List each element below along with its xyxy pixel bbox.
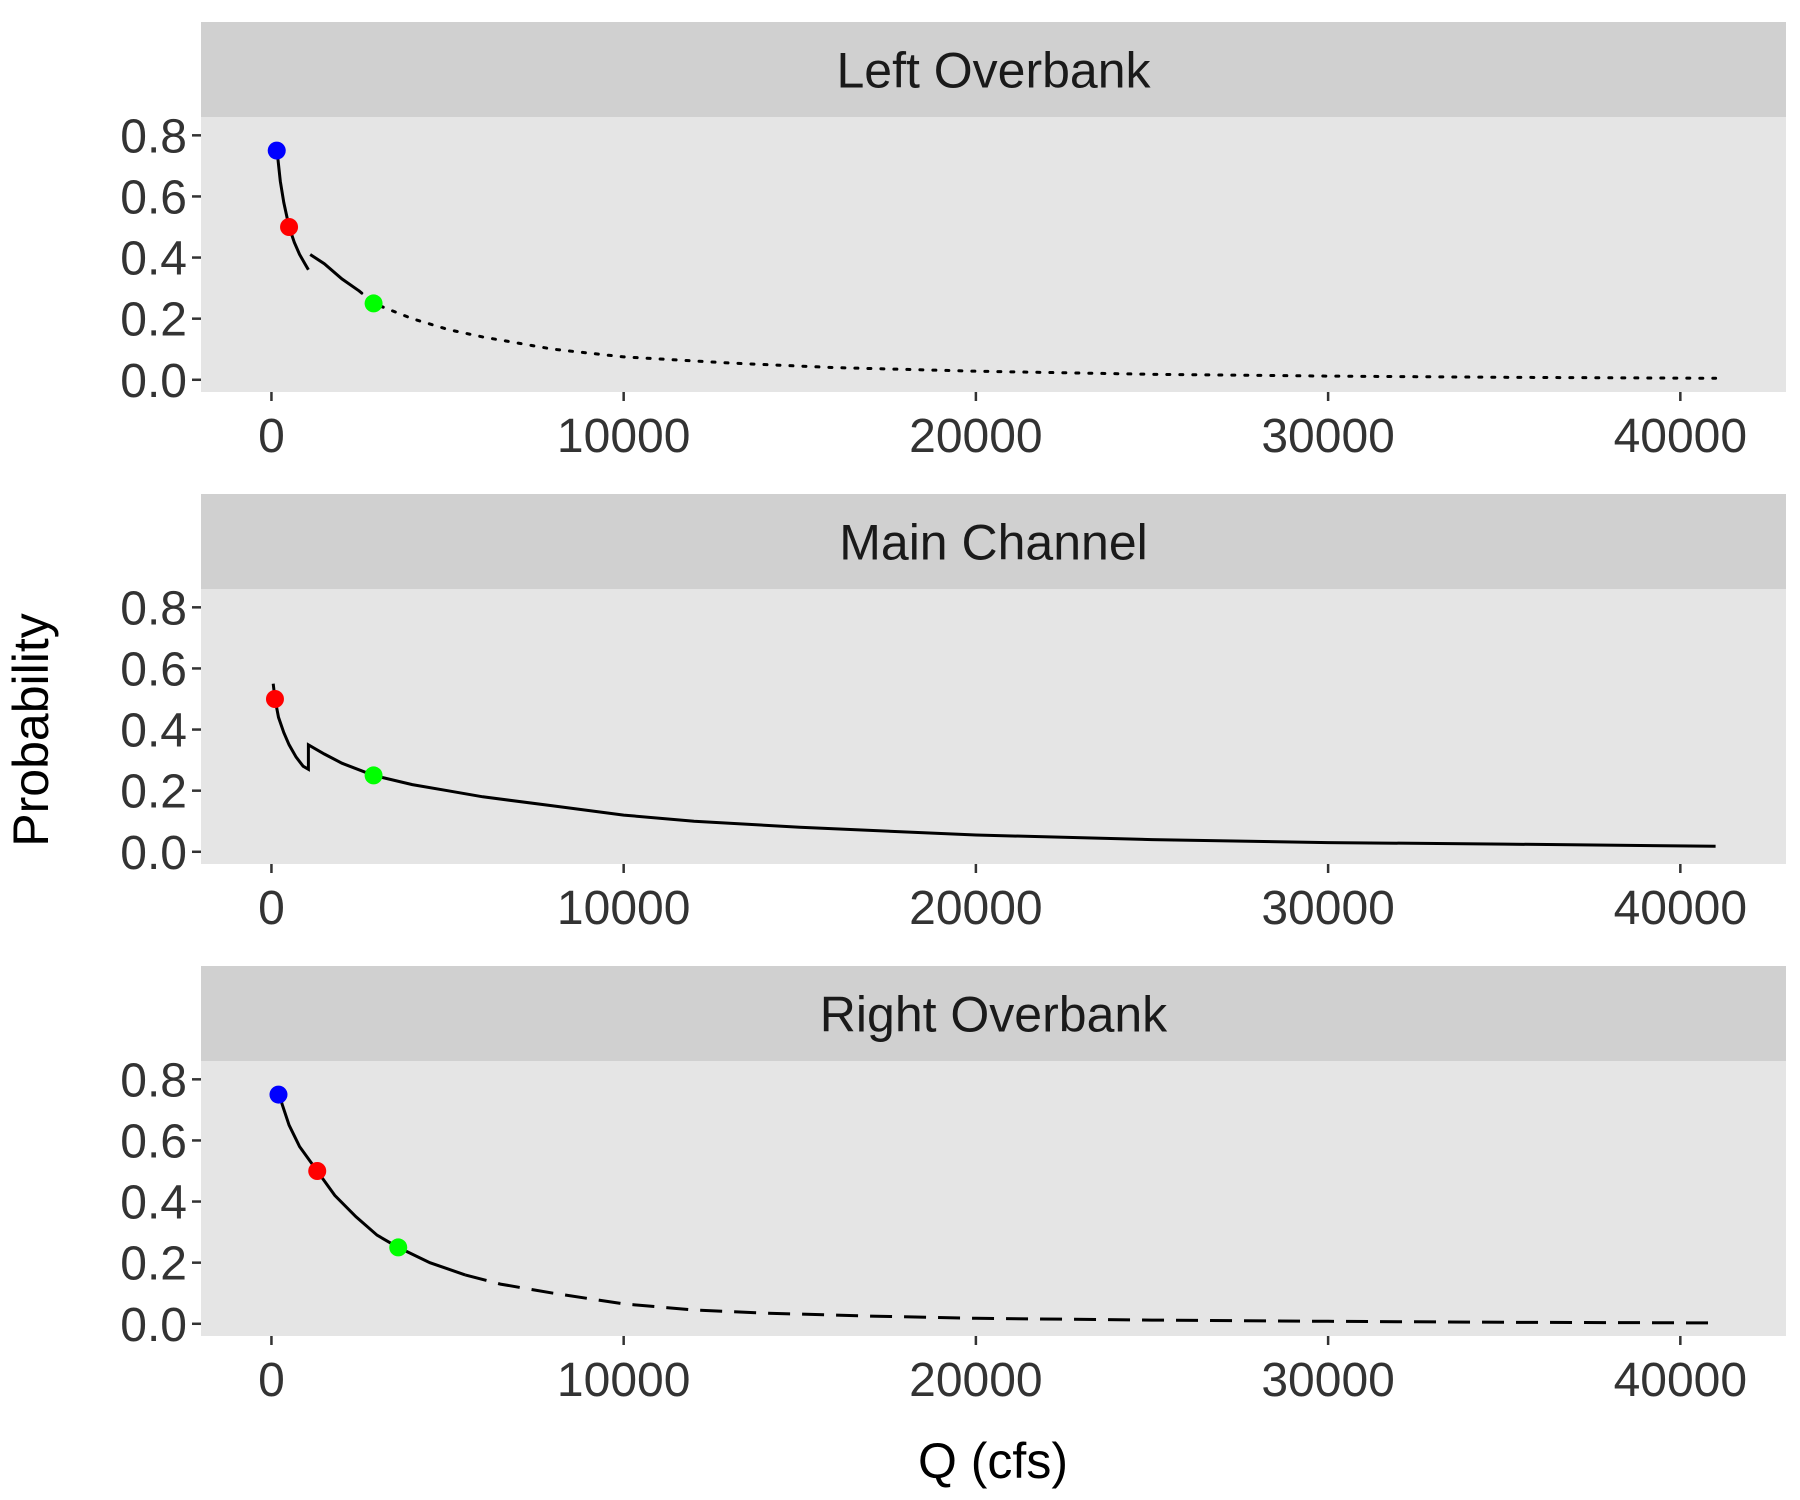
- y-tick-label: 0.6: [120, 1115, 187, 1168]
- plot-panel: [201, 589, 1786, 864]
- facet-strip-label: Main Channel: [839, 515, 1148, 571]
- x-tick-label: 0: [258, 1354, 285, 1407]
- x-tick-label: 40000: [1614, 410, 1747, 463]
- point-marker: [265, 690, 284, 708]
- facet-panels: Left Overbank 0.0 0.2 0.4 0.6 0.8 0 10000 20000 3…: [120, 22, 1786, 1407]
- y-tick-label: 0.2: [120, 1238, 187, 1291]
- point-marker: [269, 1085, 288, 1104]
- x-tick-label: 0: [258, 882, 285, 935]
- y-tick-label: 0.2: [120, 294, 187, 347]
- y-axis-title: Probability: [3, 613, 59, 846]
- y-tick-label: 0.4: [120, 705, 187, 758]
- point-marker: [280, 218, 299, 236]
- x-tick-label: 30000: [1261, 410, 1394, 463]
- curve-solid: [277, 1088, 466, 1277]
- y-tick-label: 0.4: [120, 233, 187, 286]
- x-tick-label: 10000: [557, 1354, 690, 1407]
- x-tick-label: 20000: [909, 882, 1042, 935]
- x-tick-label: 30000: [1261, 882, 1394, 935]
- facet-strip: [201, 22, 1786, 117]
- curve-dotted: [358, 289, 1718, 380]
- point-marker: [364, 766, 383, 785]
- y-tick-label: 0.6: [120, 171, 187, 224]
- y-tick-label: 0.8: [120, 110, 187, 163]
- facet-strip-label: Right Overbank: [820, 987, 1168, 1043]
- y-tick-label: 0.8: [120, 582, 187, 635]
- y-tick-label: 0.2: [120, 766, 187, 819]
- point-marker: [389, 1238, 408, 1257]
- plot-panel: [201, 1061, 1786, 1336]
- x-tick-label: 20000: [909, 1354, 1042, 1407]
- y-tick-label: 0.8: [120, 1054, 187, 1107]
- facet-strip: [201, 494, 1786, 589]
- y-tick-label: 0.0: [120, 1299, 187, 1352]
- x-axis-title: Q (cfs): [918, 1433, 1068, 1489]
- curve-solid: [271, 683, 1716, 848]
- point-marker: [308, 1162, 327, 1180]
- x-tick-label: 20000: [909, 410, 1042, 463]
- facet-strip-label: Left Overbank: [836, 43, 1151, 99]
- facet-right-overbank: Right Overbank 0.0 0.2 0.4 0.6 0.8 0 10000 20000…: [120, 966, 1786, 1407]
- point-marker: [364, 294, 383, 313]
- plot-panel: [201, 117, 1786, 392]
- y-tick-label: 0.4: [120, 1177, 187, 1230]
- facet-strip: [201, 966, 1786, 1061]
- x-tick-label: 40000: [1614, 882, 1747, 935]
- y-tick-label: 0.6: [120, 643, 187, 696]
- x-tick-label: 30000: [1261, 1354, 1394, 1407]
- x-tick-label: 10000: [557, 882, 690, 935]
- curve-solid: [309, 253, 361, 293]
- facet-left-overbank: Left Overbank 0.0 0.2 0.4 0.6 0.8 0 10000 20000 3…: [120, 22, 1786, 463]
- x-tick-label: 40000: [1614, 1354, 1747, 1407]
- x-tick-label: 0: [258, 410, 285, 463]
- y-tick-label: 0.0: [120, 827, 187, 880]
- facet-main-channel: Main Channel 0.0 0.2 0.4 0.6 0.8 0 10000 20000 30…: [120, 494, 1786, 935]
- point-marker: [267, 141, 286, 160]
- curve-dashed: [464, 1273, 1716, 1325]
- y-tick-label: 0.0: [120, 355, 187, 408]
- x-tick-label: 10000: [557, 410, 690, 463]
